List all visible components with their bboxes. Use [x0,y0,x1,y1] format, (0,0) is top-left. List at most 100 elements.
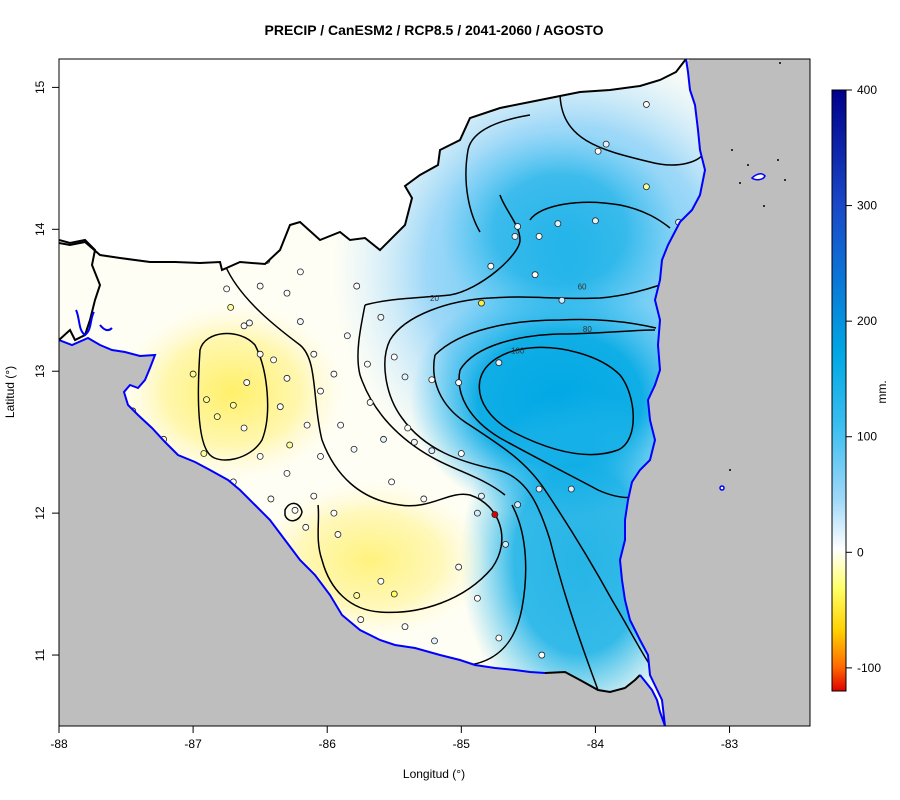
station-marker [317,387,324,395]
station-marker [353,282,361,290]
station-marker [380,435,387,443]
x-tick-label: -87 [184,737,202,751]
gulf-fonseca-coast [75,309,113,337]
caribbean-coastline [618,59,707,726]
contour-line-40-ne [529,201,671,229]
pacific-coastline [59,336,546,674]
station-marker [377,313,385,321]
station-marker [478,299,485,307]
station-marker [478,492,485,500]
station-marker [213,413,221,421]
contour-line-60 [433,354,651,666]
station-marker [223,285,231,293]
contour-line-0-west [197,332,269,461]
y-tick-label: 12 [33,506,47,520]
colorbar-tick-label: 100 [857,430,877,444]
station-marker [296,318,304,325]
station-marker [514,223,522,230]
contour-line-20-north-south [465,114,531,666]
cay-3 [747,164,749,166]
station-marker [428,447,436,455]
stations [122,101,682,659]
station-marker [243,379,251,386]
station-marker [410,438,418,446]
station-marker [240,322,248,330]
y-tick-label: 14 [33,222,47,236]
contour-label: 60 [578,282,587,291]
contour-labels: 20 60 80 100 [430,282,592,355]
cay-6 [784,179,786,181]
colorbar-ticks: 400 300 200 100 0 -100 [846,83,881,675]
country-border [59,59,687,694]
contour-label: 100 [511,346,525,355]
honduras-region [59,59,690,270]
cay-5 [777,159,779,161]
station-marker [267,495,275,503]
station-marker [538,651,546,659]
station-marker [487,262,495,270]
cay-8 [763,205,765,207]
cay-4 [731,149,733,151]
caribbean-islands [719,62,786,491]
station-marker [317,452,324,460]
station-marker [514,501,522,509]
station-marker [428,376,436,384]
contour-line-40-south [384,339,599,691]
station-marker [303,421,311,429]
station-marker [310,492,318,500]
station-marker [227,303,235,311]
y-tick-label: 15 [33,80,47,94]
station-marker [203,396,210,403]
cay-2 [739,182,741,184]
colorbar-gradient [831,89,847,692]
surface-blue-north [440,130,680,330]
station-marker [330,509,338,517]
station-marker [310,350,318,358]
cay-1 [729,469,731,471]
station-marker [390,353,398,361]
station-marker [457,450,465,457]
y-tick-label: 11 [33,648,47,661]
y-axis: 11 12 13 14 15 [33,80,59,661]
station-marker [200,450,208,457]
station-marker [388,478,395,486]
station-marker [256,282,264,290]
cay-7 [779,62,781,64]
station-marker [229,401,237,409]
station-marker [343,332,351,340]
y-axis-label: Latitud (°) [3,366,17,418]
station-marker [256,350,264,358]
contour-label: 20 [430,294,439,303]
station-marker [554,220,562,228]
island-2 [719,485,725,491]
interpolated-precip-surface: 20 60 80 100 [59,59,705,726]
station-marker [592,217,599,225]
colorbar-tick-label: -100 [857,661,881,675]
station-marker [455,563,463,571]
x-tick-label: -85 [453,737,471,751]
contour-line-80-top [459,329,656,371]
contour-line-0-small [284,502,303,522]
station-marker [240,424,248,432]
station-marker [401,373,409,381]
station-marker [390,590,398,598]
station-marker [334,531,342,538]
station-marker [511,232,519,240]
contour-line-20-central [357,304,506,496]
chart-title: PRECIP / CanESM2 / RCP8.5 / 2041-2060 / … [265,22,604,38]
contour-lines [197,91,703,691]
station-marker [276,403,284,411]
colorbar-tick-label: 300 [857,199,877,213]
colorbar-tick-label: 0 [857,545,864,559]
station-marker [491,511,499,518]
station-marker [502,540,509,548]
station-marker [366,399,374,406]
colorbar-label: mm. [875,380,889,403]
station-marker [353,592,361,599]
station-marker [495,634,503,642]
island-1 [750,173,766,181]
station-marker [642,101,650,108]
x-tick-label: -84 [587,737,605,751]
station-marker [455,379,463,386]
station-marker [350,445,358,453]
